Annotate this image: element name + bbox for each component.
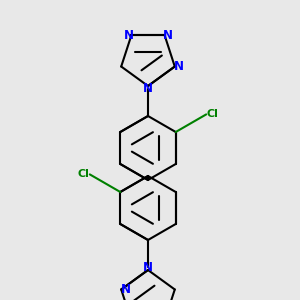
Text: N: N bbox=[174, 60, 184, 73]
Text: N: N bbox=[163, 28, 172, 41]
Text: N: N bbox=[123, 28, 134, 41]
Text: N: N bbox=[143, 82, 153, 95]
Text: N: N bbox=[143, 261, 153, 274]
Text: N: N bbox=[121, 283, 131, 296]
Text: Cl: Cl bbox=[77, 169, 89, 179]
Text: Cl: Cl bbox=[207, 110, 219, 119]
